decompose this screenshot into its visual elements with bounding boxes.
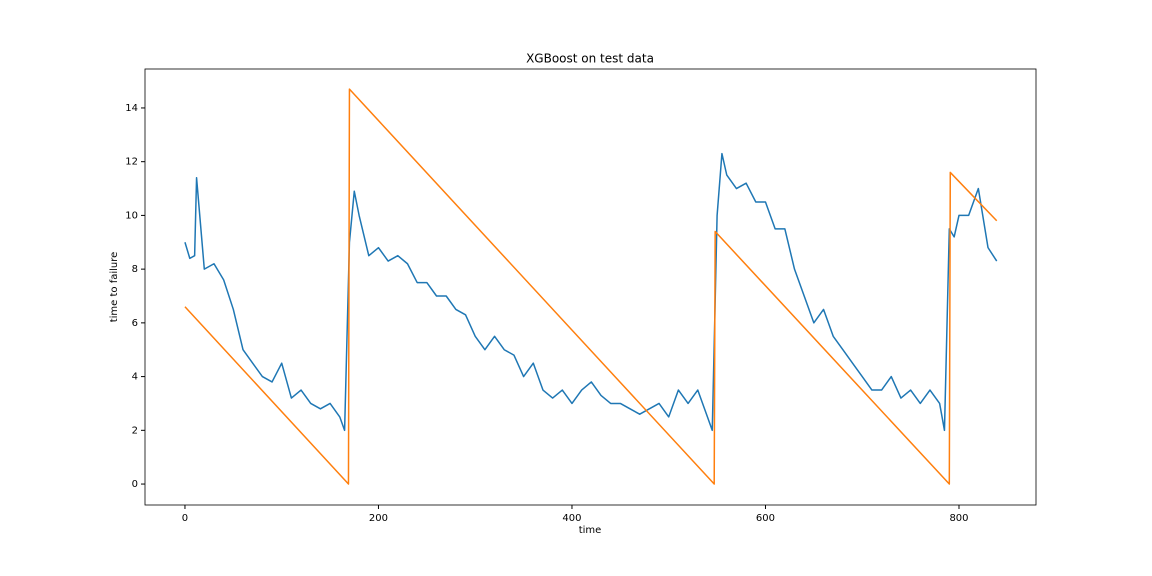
x-tick-label: 600 (756, 513, 775, 524)
y-tick-label: 8 (132, 264, 138, 275)
x-tick-label: 0 (182, 513, 188, 524)
x-axis-label: time (579, 525, 602, 536)
chart-title: XGBoost on test data (526, 52, 654, 66)
y-tick-label: 12 (125, 157, 138, 168)
x-tick-label: 400 (562, 513, 581, 524)
x-tick-label: 200 (369, 513, 388, 524)
x-tick-label: 800 (949, 513, 968, 524)
y-tick-label: 14 (125, 103, 138, 114)
y-tick-label: 6 (132, 318, 138, 329)
y-tick-label: 4 (132, 372, 138, 383)
y-tick-label: 10 (125, 210, 138, 221)
y-tick-label: 2 (132, 425, 138, 436)
y-tick-label: 0 (132, 479, 138, 490)
y-axis-label: time to failure (109, 252, 120, 323)
data-line (184, 152, 998, 432)
data-line (184, 88, 998, 485)
plot-frame (144, 68, 1037, 506)
